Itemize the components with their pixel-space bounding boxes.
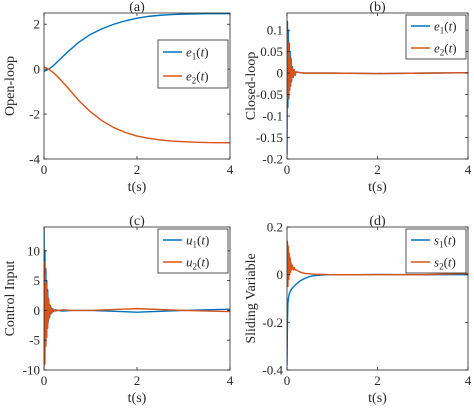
legend-label: s1(t) <box>434 233 456 250</box>
legend: u1(t) u2(t) <box>157 228 229 274</box>
chart-panel-1: 0 2 4 -4 -2 0 2 (a) t(s) Open-loop e1(t) e2(t) <box>3 0 234 195</box>
x-axis-label: t(s) <box>368 391 387 406</box>
x-tick-label: 4 <box>465 162 472 177</box>
chart-title: (d) <box>369 214 386 229</box>
x-tick-label: 4 <box>227 373 234 388</box>
series-line-2 <box>287 240 468 288</box>
y-tick-label: 0.05 <box>260 44 283 59</box>
y-tick-label: -0.4 <box>262 363 283 378</box>
y-tick-label: 0 <box>34 62 41 77</box>
series-line-2 <box>44 66 230 144</box>
x-tick-label: 4 <box>465 373 472 388</box>
legend-box <box>405 228 467 274</box>
y-tick-label: -2 <box>29 107 40 122</box>
x-axis-label: t(s) <box>368 180 387 195</box>
series-line-1 <box>44 13 230 73</box>
legend-label: s2(t) <box>434 255 456 272</box>
y-tick-label: 0.1 <box>267 23 283 38</box>
legend-box <box>157 228 229 274</box>
chart-panel-2: 0 2 4 -0.2 -0.15 -0.1 -0.05 0 0.05 0.1 (b) t(s) Clos… <box>244 0 472 195</box>
legend-label: u1(t) <box>186 233 209 250</box>
x-tick-label: 0 <box>284 373 291 388</box>
y-tick-label: 10 <box>27 243 40 258</box>
y-tick-label: -4 <box>29 152 40 167</box>
y-axis-label: Closed-loop <box>244 52 259 120</box>
legend-box <box>405 14 467 60</box>
x-tick-label: 2 <box>374 162 381 177</box>
y-tick-label: -0.2 <box>262 152 283 167</box>
series-line-2 <box>287 33 468 100</box>
legend: e1(t) e2(t) <box>405 14 467 60</box>
y-axis-label: Sliding Variable <box>244 253 259 343</box>
x-tick-label: 2 <box>374 373 381 388</box>
chart-panel-4: 0 2 4 -0.4 -0.2 0 0.2 (d) t(s) Sliding Variable s1… <box>244 214 472 406</box>
y-tick-label: 0 <box>277 267 284 282</box>
legend: e1(t) e2(t) <box>157 39 229 89</box>
y-tick-label: 0 <box>34 303 41 318</box>
y-tick-label: 0 <box>277 66 284 81</box>
series-line-1 <box>287 273 468 366</box>
x-tick-label: 4 <box>227 162 234 177</box>
y-tick-label: 2 <box>34 17 41 32</box>
x-tick-label: 0 <box>41 162 48 177</box>
y-tick-label: -0.2 <box>262 315 283 330</box>
y-tick-label: -5 <box>29 333 40 348</box>
y-axis-label: Open-loop <box>3 56 18 116</box>
chart-panel-3: 0 2 4 -10 -5 0 5 10 (c) t(s) Control Input u1(t) u2(… <box>3 214 234 406</box>
y-axis-label: Control Input <box>3 260 18 336</box>
y-tick-label: -10 <box>23 363 40 378</box>
y-tick-label: 5 <box>34 273 41 288</box>
x-tick-label: 2 <box>134 162 141 177</box>
x-axis-label: t(s) <box>128 391 147 406</box>
legend-box <box>157 39 229 89</box>
legend-label: e1(t) <box>186 45 209 62</box>
legend-label: u2(t) <box>186 255 209 272</box>
chart-title: (b) <box>369 0 386 15</box>
legend: s1(t) s2(t) <box>405 228 467 274</box>
legend-label: e2(t) <box>186 69 209 86</box>
x-tick-label: 2 <box>134 373 141 388</box>
chart-title: (a) <box>129 0 145 15</box>
x-tick-label: 0 <box>284 162 291 177</box>
chart-title: (c) <box>129 214 145 229</box>
y-tick-label: -0.05 <box>256 87 283 102</box>
legend-label: e1(t) <box>434 19 457 36</box>
legend-label: e2(t) <box>434 41 457 58</box>
y-tick-label: 0.2 <box>267 220 283 235</box>
series-line-2 <box>44 262 230 368</box>
y-tick-label: -0.1 <box>262 109 283 124</box>
x-tick-label: 0 <box>41 373 48 388</box>
x-axis-label: t(s) <box>128 180 147 195</box>
y-tick-label: -0.15 <box>256 130 283 145</box>
